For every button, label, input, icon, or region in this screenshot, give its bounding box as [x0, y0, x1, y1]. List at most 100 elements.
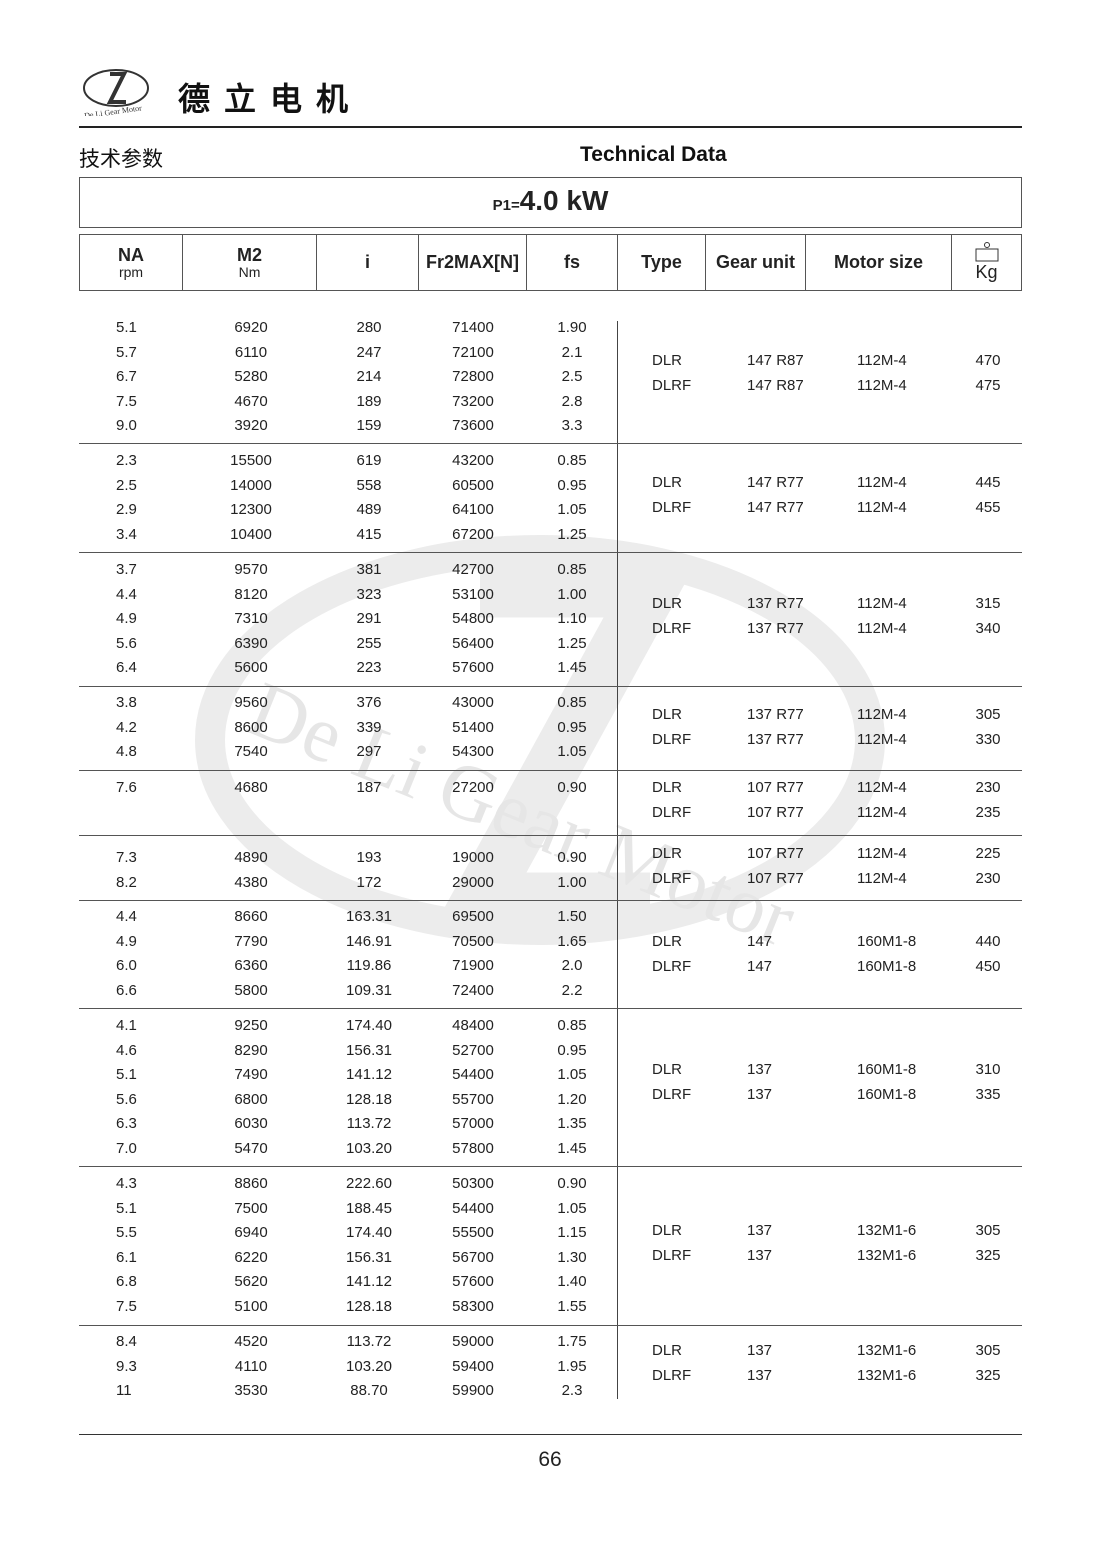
- cell-m2: 9560: [234, 694, 268, 711]
- cell-fr2max: 57000: [452, 1115, 494, 1133]
- cell-m2: 5100: [234, 1298, 268, 1315]
- group-separator: [79, 1166, 1022, 1167]
- cell-motor-size: 112M-4: [857, 845, 907, 862]
- cell-type: DLR: [652, 595, 683, 612]
- cell-i: 489: [356, 501, 382, 519]
- cell-fr2max: 71400: [452, 319, 494, 336]
- cell-na: 4.4: [116, 585, 137, 603]
- header-type: Type: [618, 235, 706, 290]
- cell-type: DLR: [652, 845, 683, 862]
- cell-na: 7.6: [116, 779, 137, 796]
- cell-fr2max: 60500: [452, 476, 494, 494]
- cell-na: 2.5: [116, 476, 137, 494]
- cell-na: 5.1: [116, 1199, 137, 1217]
- cell-m2: 9250: [234, 1017, 268, 1034]
- cell-i: 280: [356, 319, 382, 336]
- group-separator: [79, 552, 1022, 553]
- cell-type: DLRF: [652, 1366, 692, 1384]
- cell-weight: 230: [975, 869, 1001, 887]
- cell-fs: 0.85: [557, 452, 587, 469]
- cell-motor-size: 112M-4: [857, 803, 907, 821]
- cell-type: DLRF: [652, 498, 692, 516]
- power-value: 4.0 kW: [519, 185, 609, 216]
- cell-m2: 7790: [234, 932, 268, 950]
- cell-i: 156.31: [346, 1041, 392, 1059]
- cell-fs: 2.3: [561, 1382, 583, 1400]
- cell-fr2max: 59000: [452, 1333, 494, 1350]
- cell-m2: 10400: [230, 525, 272, 543]
- cell-fs: 2.5: [561, 368, 583, 386]
- cell-motor-size: 112M-4: [857, 706, 907, 723]
- cell-motor-size: 160M1-8: [857, 933, 917, 950]
- cell-gear-unit: 147: [747, 957, 773, 975]
- cell-type: DLR: [652, 352, 683, 369]
- cell-type: DLRF: [652, 730, 692, 748]
- cell-i: 223: [356, 659, 382, 677]
- cell-i: 119.86: [346, 957, 392, 975]
- cell-fr2max: 59400: [452, 1357, 494, 1375]
- cell-i: 128.18: [346, 1090, 392, 1108]
- cell-weight: 450: [975, 957, 1001, 975]
- cell-motor-size: 112M-4: [857, 498, 907, 516]
- cell-fr2max: 50300: [452, 1175, 494, 1192]
- cell-m2: 6390: [234, 634, 268, 652]
- cell-fr2max: 48400: [452, 1017, 494, 1034]
- cell-i: 141.12: [346, 1273, 392, 1291]
- cell-m2: 8660: [234, 908, 268, 925]
- cell-na: 11: [116, 1382, 132, 1400]
- cell-fs: 1.00: [557, 585, 587, 603]
- cell-m2: 15500: [230, 452, 272, 469]
- header-gear-unit: Gear unit: [706, 235, 806, 290]
- cell-fs: 0.95: [557, 718, 587, 736]
- cell-fs: 0.95: [557, 476, 587, 494]
- cell-fs: 0.85: [557, 1017, 587, 1034]
- header-na: NA rpm: [80, 235, 183, 290]
- cell-fr2max: 72400: [452, 981, 494, 999]
- cell-i: 255: [356, 634, 382, 652]
- cell-motor-size: 112M-4: [857, 352, 907, 369]
- cell-motor-size: 160M1-8: [857, 1085, 917, 1103]
- cell-fs: 0.85: [557, 561, 587, 578]
- cell-na: 5.7: [116, 343, 137, 361]
- cell-gear-unit: 137: [747, 1366, 773, 1384]
- cell-weight: 315: [975, 595, 1001, 612]
- cell-na: 6.6: [116, 981, 137, 999]
- cell-fr2max: 57600: [452, 659, 494, 677]
- cell-na: 4.2: [116, 718, 137, 736]
- cell-m2: 4520: [234, 1333, 268, 1350]
- cell-i: 146.91: [346, 932, 392, 950]
- cell-motor-size: 160M1-8: [857, 1061, 917, 1078]
- cell-na: 4.3: [116, 1175, 137, 1192]
- cell-m2: 12300: [230, 501, 272, 519]
- chinese-title: 技术参数: [79, 148, 163, 171]
- cell-type: DLR: [652, 1061, 683, 1078]
- cell-type: DLR: [652, 1342, 683, 1359]
- cell-m2: 6920: [234, 319, 268, 336]
- cell-i: 174.40: [346, 1224, 392, 1242]
- cell-i: 163.31: [346, 908, 392, 925]
- cell-weight: 235: [975, 803, 1001, 821]
- cell-weight: 445: [975, 474, 1001, 491]
- cell-i: 174.40: [346, 1017, 392, 1034]
- cell-m2: 4670: [234, 392, 268, 410]
- cell-motor-size: 112M-4: [857, 619, 907, 637]
- cell-m2: 5620: [234, 1273, 268, 1291]
- cell-na: 5.6: [116, 1090, 137, 1108]
- cell-fs: 1.00: [557, 873, 587, 891]
- cell-fs: 1.55: [557, 1298, 587, 1315]
- cell-fs: 1.05: [557, 743, 587, 761]
- cell-motor-size: 132M1-6: [857, 1342, 917, 1359]
- cell-m2: 6220: [234, 1248, 268, 1266]
- cell-motor-size: 112M-4: [857, 869, 907, 887]
- cell-i: 291: [356, 610, 382, 628]
- cell-fr2max: 70500: [452, 932, 494, 950]
- cell-m2: 8290: [234, 1041, 268, 1059]
- cell-type: DLRF: [652, 376, 692, 394]
- cell-fr2max: 57800: [452, 1140, 494, 1157]
- cell-na: 9.3: [116, 1357, 137, 1375]
- cell-fs: 1.05: [557, 1066, 587, 1084]
- cell-i: 188.45: [346, 1199, 392, 1217]
- cell-fs: 1.30: [557, 1248, 587, 1266]
- cell-weight: 305: [975, 1342, 1001, 1359]
- cell-weight: 470: [975, 352, 1001, 369]
